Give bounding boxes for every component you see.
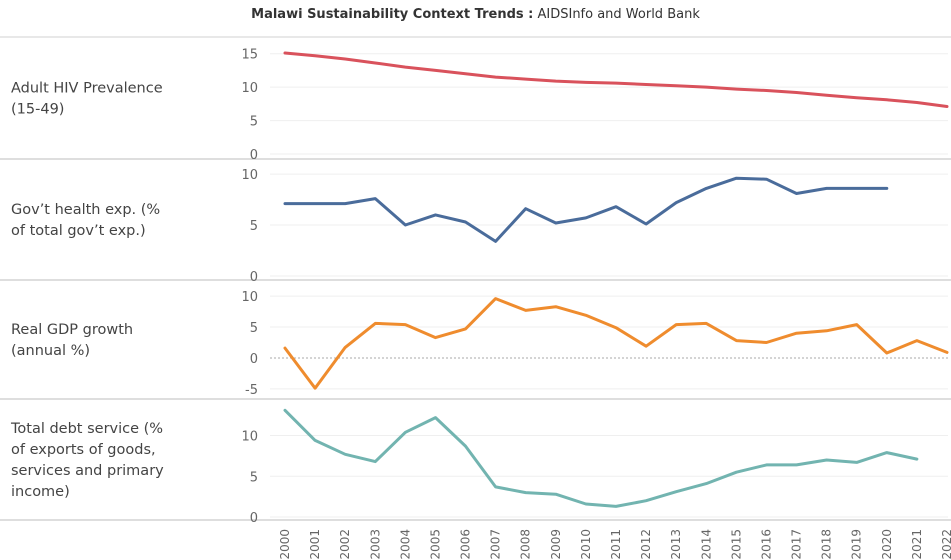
x-tick-label: 2011 bbox=[609, 529, 623, 560]
x-tick-label: 2019 bbox=[850, 529, 864, 560]
y-tick-label: -5 bbox=[245, 383, 258, 398]
x-tick-label: 2008 bbox=[519, 529, 533, 560]
x-tick-label: 2003 bbox=[368, 529, 382, 560]
series-line bbox=[283, 176, 889, 243]
y-tick-label: 0 bbox=[250, 511, 258, 526]
chart-title: Malawi Sustainability Context Trends : A… bbox=[0, 7, 951, 22]
x-tick-label: 2020 bbox=[880, 529, 894, 560]
x-tick-label: 2009 bbox=[549, 529, 563, 560]
y-tick-label: 5 bbox=[250, 470, 258, 485]
panel-label: (15-49) bbox=[11, 102, 64, 118]
panel-label: Adult HIV Prevalence bbox=[11, 81, 163, 97]
chart-title-bold: Malawi Sustainability Context Trends : bbox=[251, 7, 534, 22]
y-tick-label: 10 bbox=[241, 168, 258, 183]
x-tick-label: 2005 bbox=[428, 529, 442, 560]
x-tick-label: 2021 bbox=[910, 529, 924, 560]
x-tick-label: 2004 bbox=[398, 529, 412, 560]
y-tick-label: 10 bbox=[241, 430, 258, 445]
x-tick-label: 2018 bbox=[820, 529, 834, 560]
panel-label: of exports of goods, bbox=[11, 442, 156, 458]
y-tick-label: 10 bbox=[241, 290, 258, 305]
x-tick-label: 2002 bbox=[338, 529, 352, 560]
panel-label: (annual %) bbox=[11, 343, 90, 359]
panel-label: Total debt service (% bbox=[10, 421, 163, 437]
y-tick-label: 5 bbox=[250, 115, 258, 130]
panel-label: Gov’t health exp. (% bbox=[11, 202, 160, 218]
x-tick-label: 2000 bbox=[278, 529, 292, 560]
y-tick-label: 0 bbox=[250, 270, 258, 285]
series-line bbox=[283, 297, 949, 390]
x-tick-label: 2016 bbox=[759, 529, 773, 560]
y-tick-label: 0 bbox=[250, 352, 258, 367]
x-tick-label: 2014 bbox=[699, 529, 713, 560]
y-tick-label: 10 bbox=[241, 81, 258, 96]
y-tick-label: 15 bbox=[241, 48, 258, 63]
x-tick-label: 2022 bbox=[940, 529, 951, 560]
panel-label: income) bbox=[11, 484, 70, 500]
y-tick-label: 5 bbox=[250, 321, 258, 336]
x-tick-label: 2015 bbox=[729, 529, 743, 560]
x-tick-label: 2001 bbox=[308, 529, 322, 560]
series-line bbox=[283, 408, 919, 508]
x-tick-label: 2017 bbox=[790, 529, 804, 560]
x-tick-label: 2006 bbox=[459, 529, 473, 560]
panel-label: of total gov’t exp.) bbox=[11, 223, 146, 239]
x-tick-label: 2013 bbox=[669, 529, 683, 560]
panel-label: Real GDP growth bbox=[11, 322, 133, 338]
panel-label: services and primary bbox=[11, 463, 164, 479]
x-tick-label: 2012 bbox=[639, 529, 653, 560]
y-tick-label: 5 bbox=[250, 219, 258, 234]
x-tick-label: 2007 bbox=[489, 529, 503, 560]
y-tick-label: 0 bbox=[250, 148, 258, 163]
series-line bbox=[283, 51, 949, 108]
x-tick-label: 2010 bbox=[579, 529, 593, 560]
chart-title-rest: AIDSInfo and World Bank bbox=[533, 7, 700, 22]
